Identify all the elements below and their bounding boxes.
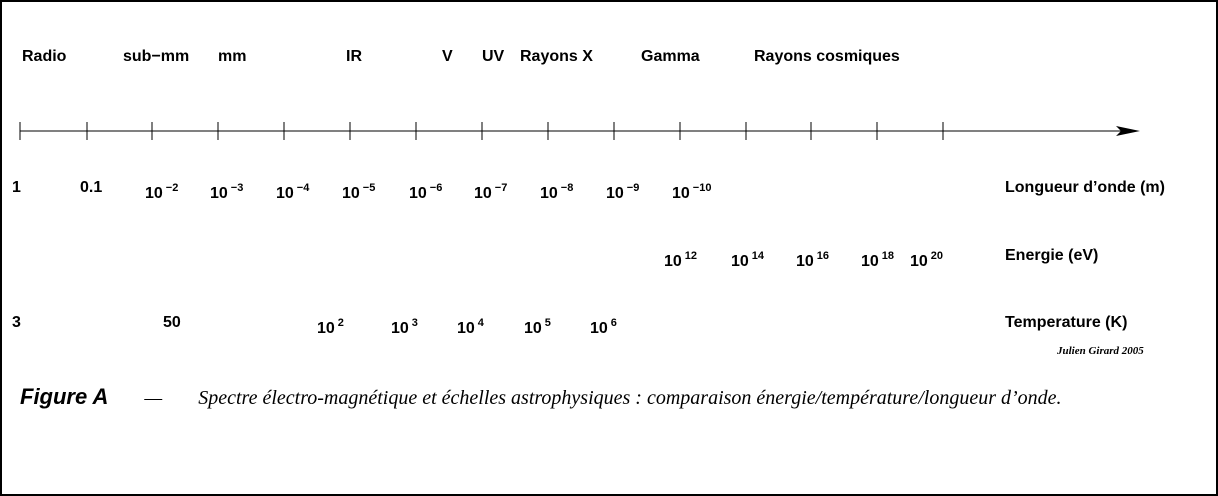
mark-exponent: 2 bbox=[337, 317, 344, 329]
mark-exponent: 12 bbox=[684, 250, 698, 262]
mark-base: 10 bbox=[409, 185, 427, 202]
mark-base: 10 bbox=[524, 320, 542, 337]
caption-dash: — bbox=[144, 387, 163, 409]
mark-base: 10 bbox=[391, 320, 409, 337]
mark-base: 10 bbox=[910, 253, 928, 270]
mark-base: 10 bbox=[342, 185, 360, 202]
wavelength-mark: 0.1 bbox=[80, 178, 102, 198]
mark-base: 10 bbox=[606, 185, 624, 202]
mark-exponent: −4 bbox=[296, 182, 310, 194]
temperature-mark: 10 5 bbox=[524, 313, 551, 339]
wavelength-row-label: Longueur d’onde (m) bbox=[1005, 179, 1165, 196]
axis-arrow bbox=[1116, 126, 1140, 136]
temperature-mark: 3 bbox=[12, 313, 21, 333]
temperature-mark: 50 bbox=[163, 313, 181, 333]
mark-exponent: 4 bbox=[477, 317, 484, 329]
mark-base: 10 bbox=[145, 185, 163, 202]
mark-exponent: −7 bbox=[494, 182, 508, 194]
mark-base: 10 bbox=[861, 253, 879, 270]
mark-exponent: −2 bbox=[165, 182, 179, 194]
wavelength-mark: 10 −3 bbox=[210, 178, 243, 204]
mark-exponent: −6 bbox=[429, 182, 443, 194]
caption: Figure A — Spectre électro-magnétique et é… bbox=[20, 384, 1198, 411]
wavelength-mark: 10 −2 bbox=[145, 178, 178, 204]
mark-base: 10 bbox=[317, 320, 335, 337]
mark-exponent: 3 bbox=[411, 317, 418, 329]
mark-base: 10 bbox=[672, 185, 690, 202]
temperature-mark: 10 6 bbox=[590, 313, 617, 339]
energy-mark: 10 12 bbox=[664, 246, 697, 272]
temperature-mark: 10 2 bbox=[317, 313, 344, 339]
mark-base: 10 bbox=[210, 185, 228, 202]
energy-mark: 10 16 bbox=[796, 246, 829, 272]
wavelength-mark: 10 −9 bbox=[606, 178, 639, 204]
energy-mark: 10 20 bbox=[910, 246, 943, 272]
mark-base: 10 bbox=[796, 253, 814, 270]
temperature-mark: 10 3 bbox=[391, 313, 418, 339]
mark-base: 50 bbox=[163, 314, 181, 331]
energy-row-label: Energie (eV) bbox=[1005, 247, 1099, 264]
caption-label: Figure A bbox=[20, 384, 109, 409]
band-label: Rayons cosmiques bbox=[754, 48, 900, 65]
mark-base: 10 bbox=[664, 253, 682, 270]
mark-exponent: 6 bbox=[610, 317, 617, 329]
wavelength-mark: 1 bbox=[12, 178, 21, 198]
mark-base: 0.1 bbox=[80, 179, 103, 196]
energy-mark: 10 14 bbox=[731, 246, 764, 272]
mark-base: 1 bbox=[12, 179, 21, 196]
temperature-mark: 10 4 bbox=[457, 313, 484, 339]
mark-base: 10 bbox=[276, 185, 294, 202]
mark-exponent: 18 bbox=[881, 250, 895, 262]
band-label: UV bbox=[482, 48, 505, 65]
energy-mark: 10 18 bbox=[861, 246, 894, 272]
mark-base: 10 bbox=[540, 185, 558, 202]
credit: Julien Girard 2005 bbox=[1057, 345, 1144, 357]
mark-exponent: −9 bbox=[626, 182, 640, 194]
mark-base: 3 bbox=[12, 314, 21, 331]
wavelength-mark: 10 −7 bbox=[474, 178, 507, 204]
mark-exponent: −8 bbox=[560, 182, 574, 194]
wavelength-mark: 10 −8 bbox=[540, 178, 573, 204]
band-label: V bbox=[442, 48, 453, 65]
mark-exponent: −3 bbox=[230, 182, 244, 194]
mark-exponent: 5 bbox=[544, 317, 551, 329]
band-label: Rayons X bbox=[520, 48, 593, 65]
wavelength-mark: 10 −4 bbox=[276, 178, 309, 204]
ticks bbox=[19, 122, 944, 140]
band-label: sub−mm bbox=[123, 48, 190, 65]
mark-exponent: −10 bbox=[692, 182, 712, 194]
band-label: mm bbox=[218, 48, 247, 65]
mark-base: 10 bbox=[590, 320, 608, 337]
band-label: Gamma bbox=[641, 48, 700, 65]
wavelength-mark: 10 −5 bbox=[342, 178, 375, 204]
caption-text: Spectre électro-magnétique et échelles a… bbox=[198, 387, 1062, 409]
mark-base: 10 bbox=[457, 320, 475, 337]
mark-exponent: 14 bbox=[751, 250, 765, 262]
mark-exponent: 20 bbox=[930, 250, 944, 262]
wavelength-mark: 10 −6 bbox=[409, 178, 442, 204]
temperature-row-label: Temperature (K) bbox=[1005, 314, 1128, 331]
mark-exponent: 16 bbox=[816, 250, 830, 262]
mark-base: 10 bbox=[731, 253, 749, 270]
mark-exponent: −5 bbox=[362, 182, 376, 194]
band-label: Radio bbox=[22, 48, 67, 65]
mark-base: 10 bbox=[474, 185, 492, 202]
band-label: IR bbox=[346, 48, 362, 65]
wavelength-mark: 10 −10 bbox=[672, 178, 711, 204]
